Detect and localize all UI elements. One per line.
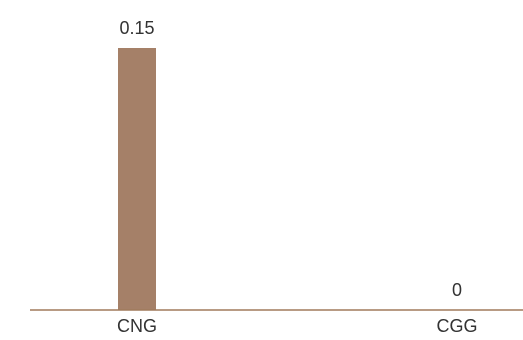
x-tick-label-cgg: CGG xyxy=(436,316,477,335)
bars-layer xyxy=(118,48,156,310)
value-labels-layer: 0.15 0 xyxy=(119,18,462,300)
value-label-cng: 0.15 xyxy=(119,18,154,38)
bar-cng xyxy=(118,48,156,310)
x-tick-labels-layer: CNG CGG xyxy=(117,316,478,336)
x-tick-label-cng: CNG xyxy=(117,316,157,335)
value-label-cgg: 0 xyxy=(452,280,462,300)
